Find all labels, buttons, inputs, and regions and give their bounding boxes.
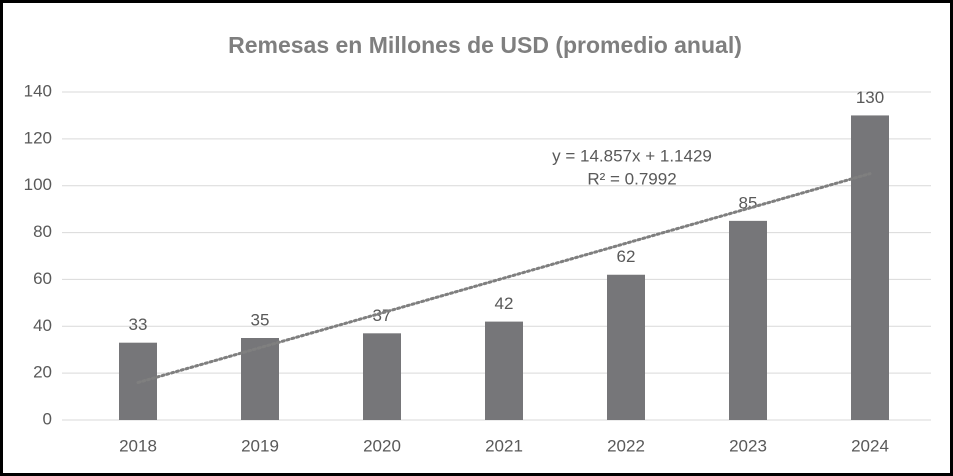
y-tick-label: 140 [24,81,52,100]
x-tick-label: 2019 [241,436,279,455]
x-tick-label: 2021 [485,436,523,455]
bar [851,115,889,420]
data-label: 33 [129,315,148,334]
x-tick-label: 2023 [729,436,767,455]
x-tick-label: 2022 [607,436,645,455]
y-tick-label: 100 [24,175,52,194]
y-tick-label: 20 [33,363,52,382]
trendline [136,172,872,385]
trendline-equation: y = 14.857x + 1.1429 [552,146,712,165]
data-label: 62 [617,247,636,266]
x-tick-label: 2020 [363,436,401,455]
bar [729,220,767,420]
y-tick-label: 40 [33,316,52,335]
y-tick-label: 60 [33,269,52,288]
data-label: 130 [856,88,884,107]
bar [485,321,523,420]
chart-title: Remesas en Millones de USD (promedio anu… [228,32,742,58]
x-tick-label: 2018 [119,436,157,455]
y-tick-label: 80 [33,222,52,241]
y-tick-label: 0 [43,409,52,428]
data-label: 42 [495,294,514,313]
bar [363,333,401,420]
data-label: 35 [251,310,270,329]
y-tick-label: 120 [24,128,52,147]
bar [607,274,645,420]
x-tick-label: 2024 [851,436,889,455]
bar [241,338,279,420]
trendline-r-squared: R² = 0.7992 [587,169,676,188]
